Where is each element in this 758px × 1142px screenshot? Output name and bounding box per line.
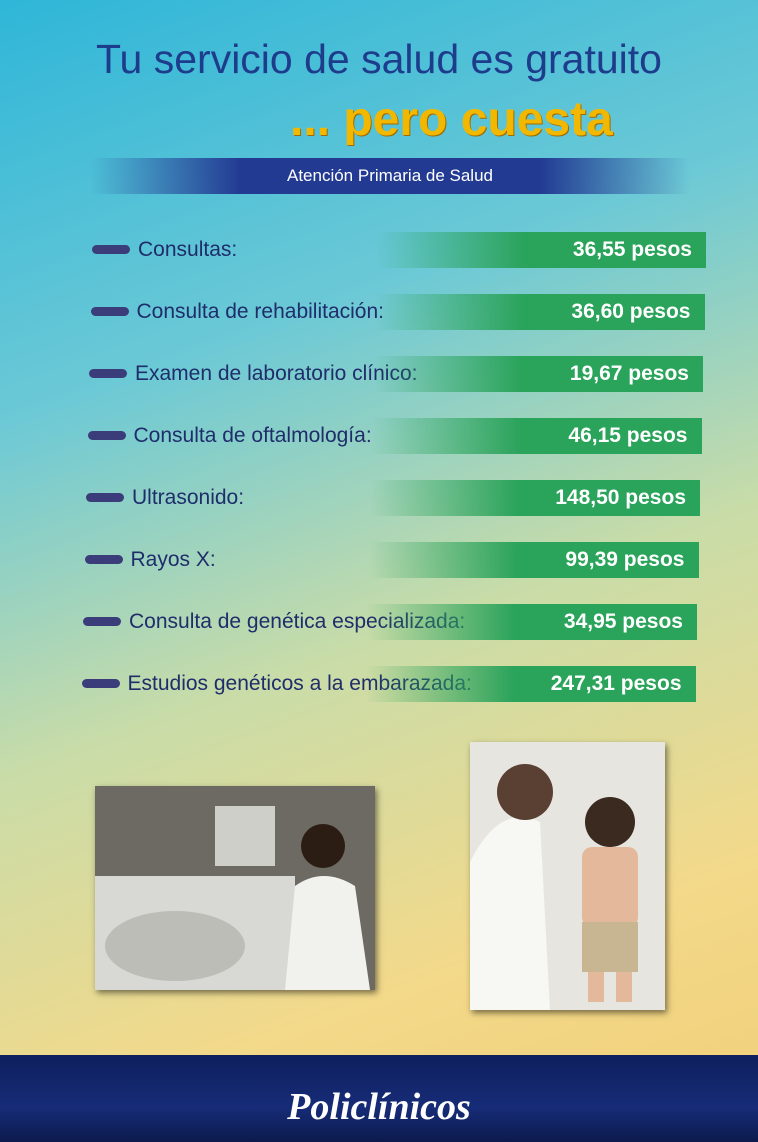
service-price: 34,95 pesos bbox=[564, 610, 683, 634]
doctor-photo bbox=[470, 742, 665, 1010]
price-row: Consulta de genética especializada:34,95… bbox=[67, 604, 697, 640]
price-row: Consulta de rehabilitación: 36,60 pesos bbox=[75, 294, 705, 330]
bullet bbox=[86, 493, 124, 502]
service-price: 36,55 pesos bbox=[573, 238, 692, 262]
price-bar: 36,55 pesos bbox=[376, 232, 706, 268]
service-label: Ultrasonido: bbox=[132, 486, 244, 510]
subtitle: ... pero cuesta bbox=[290, 92, 613, 147]
bullet bbox=[92, 245, 130, 254]
bullet bbox=[82, 679, 120, 688]
service-price: 247,31 pesos bbox=[551, 672, 682, 696]
price-row: Estudios genéticos a la embarazada:247,3… bbox=[66, 666, 696, 702]
section-header: Atención Primaria de Salud bbox=[90, 158, 690, 194]
price-bar: 99,39 pesos bbox=[369, 542, 699, 578]
service-label: Consulta de oftalmología: bbox=[134, 424, 372, 448]
bullet bbox=[89, 369, 127, 378]
service-label: Consulta de rehabilitación: bbox=[137, 300, 385, 324]
price-bar: 148,50 pesos bbox=[370, 480, 700, 516]
bullet bbox=[91, 307, 129, 316]
price-row: Consulta de oftalmología: 46,15 pesos bbox=[72, 418, 702, 454]
price-row: Ultrasonido: 148,50 pesos bbox=[70, 480, 700, 516]
lab-photo bbox=[95, 786, 375, 990]
price-bar: 247,31 pesos bbox=[366, 666, 696, 702]
title: Tu servicio de salud es gratuito bbox=[0, 36, 758, 83]
service-price: 36,60 pesos bbox=[571, 300, 690, 324]
bullet bbox=[83, 617, 121, 626]
footer-brand: Policlínicos bbox=[0, 1085, 758, 1129]
service-price: 46,15 pesos bbox=[568, 424, 687, 448]
price-row: Consultas: 36,55 pesos bbox=[76, 232, 706, 268]
bullet bbox=[88, 431, 126, 440]
service-price: 99,39 pesos bbox=[565, 548, 684, 572]
price-bar: 34,95 pesos bbox=[367, 604, 697, 640]
service-price: 19,67 pesos bbox=[570, 362, 689, 386]
price-row: Examen de laboratorio clínico:19,67 peso… bbox=[73, 356, 703, 392]
price-bar: 36,60 pesos bbox=[375, 294, 705, 330]
poster: Tu servicio de salud es gratuito ... per… bbox=[0, 0, 758, 1142]
service-label: Consultas: bbox=[138, 238, 237, 262]
service-price: 148,50 pesos bbox=[555, 486, 686, 510]
price-row: Rayos X: 99,39 pesos bbox=[69, 542, 699, 578]
service-label: Rayos X: bbox=[131, 548, 216, 572]
bullet bbox=[85, 555, 123, 564]
price-bar: 46,15 pesos bbox=[372, 418, 702, 454]
price-bar: 19,67 pesos bbox=[373, 356, 703, 392]
